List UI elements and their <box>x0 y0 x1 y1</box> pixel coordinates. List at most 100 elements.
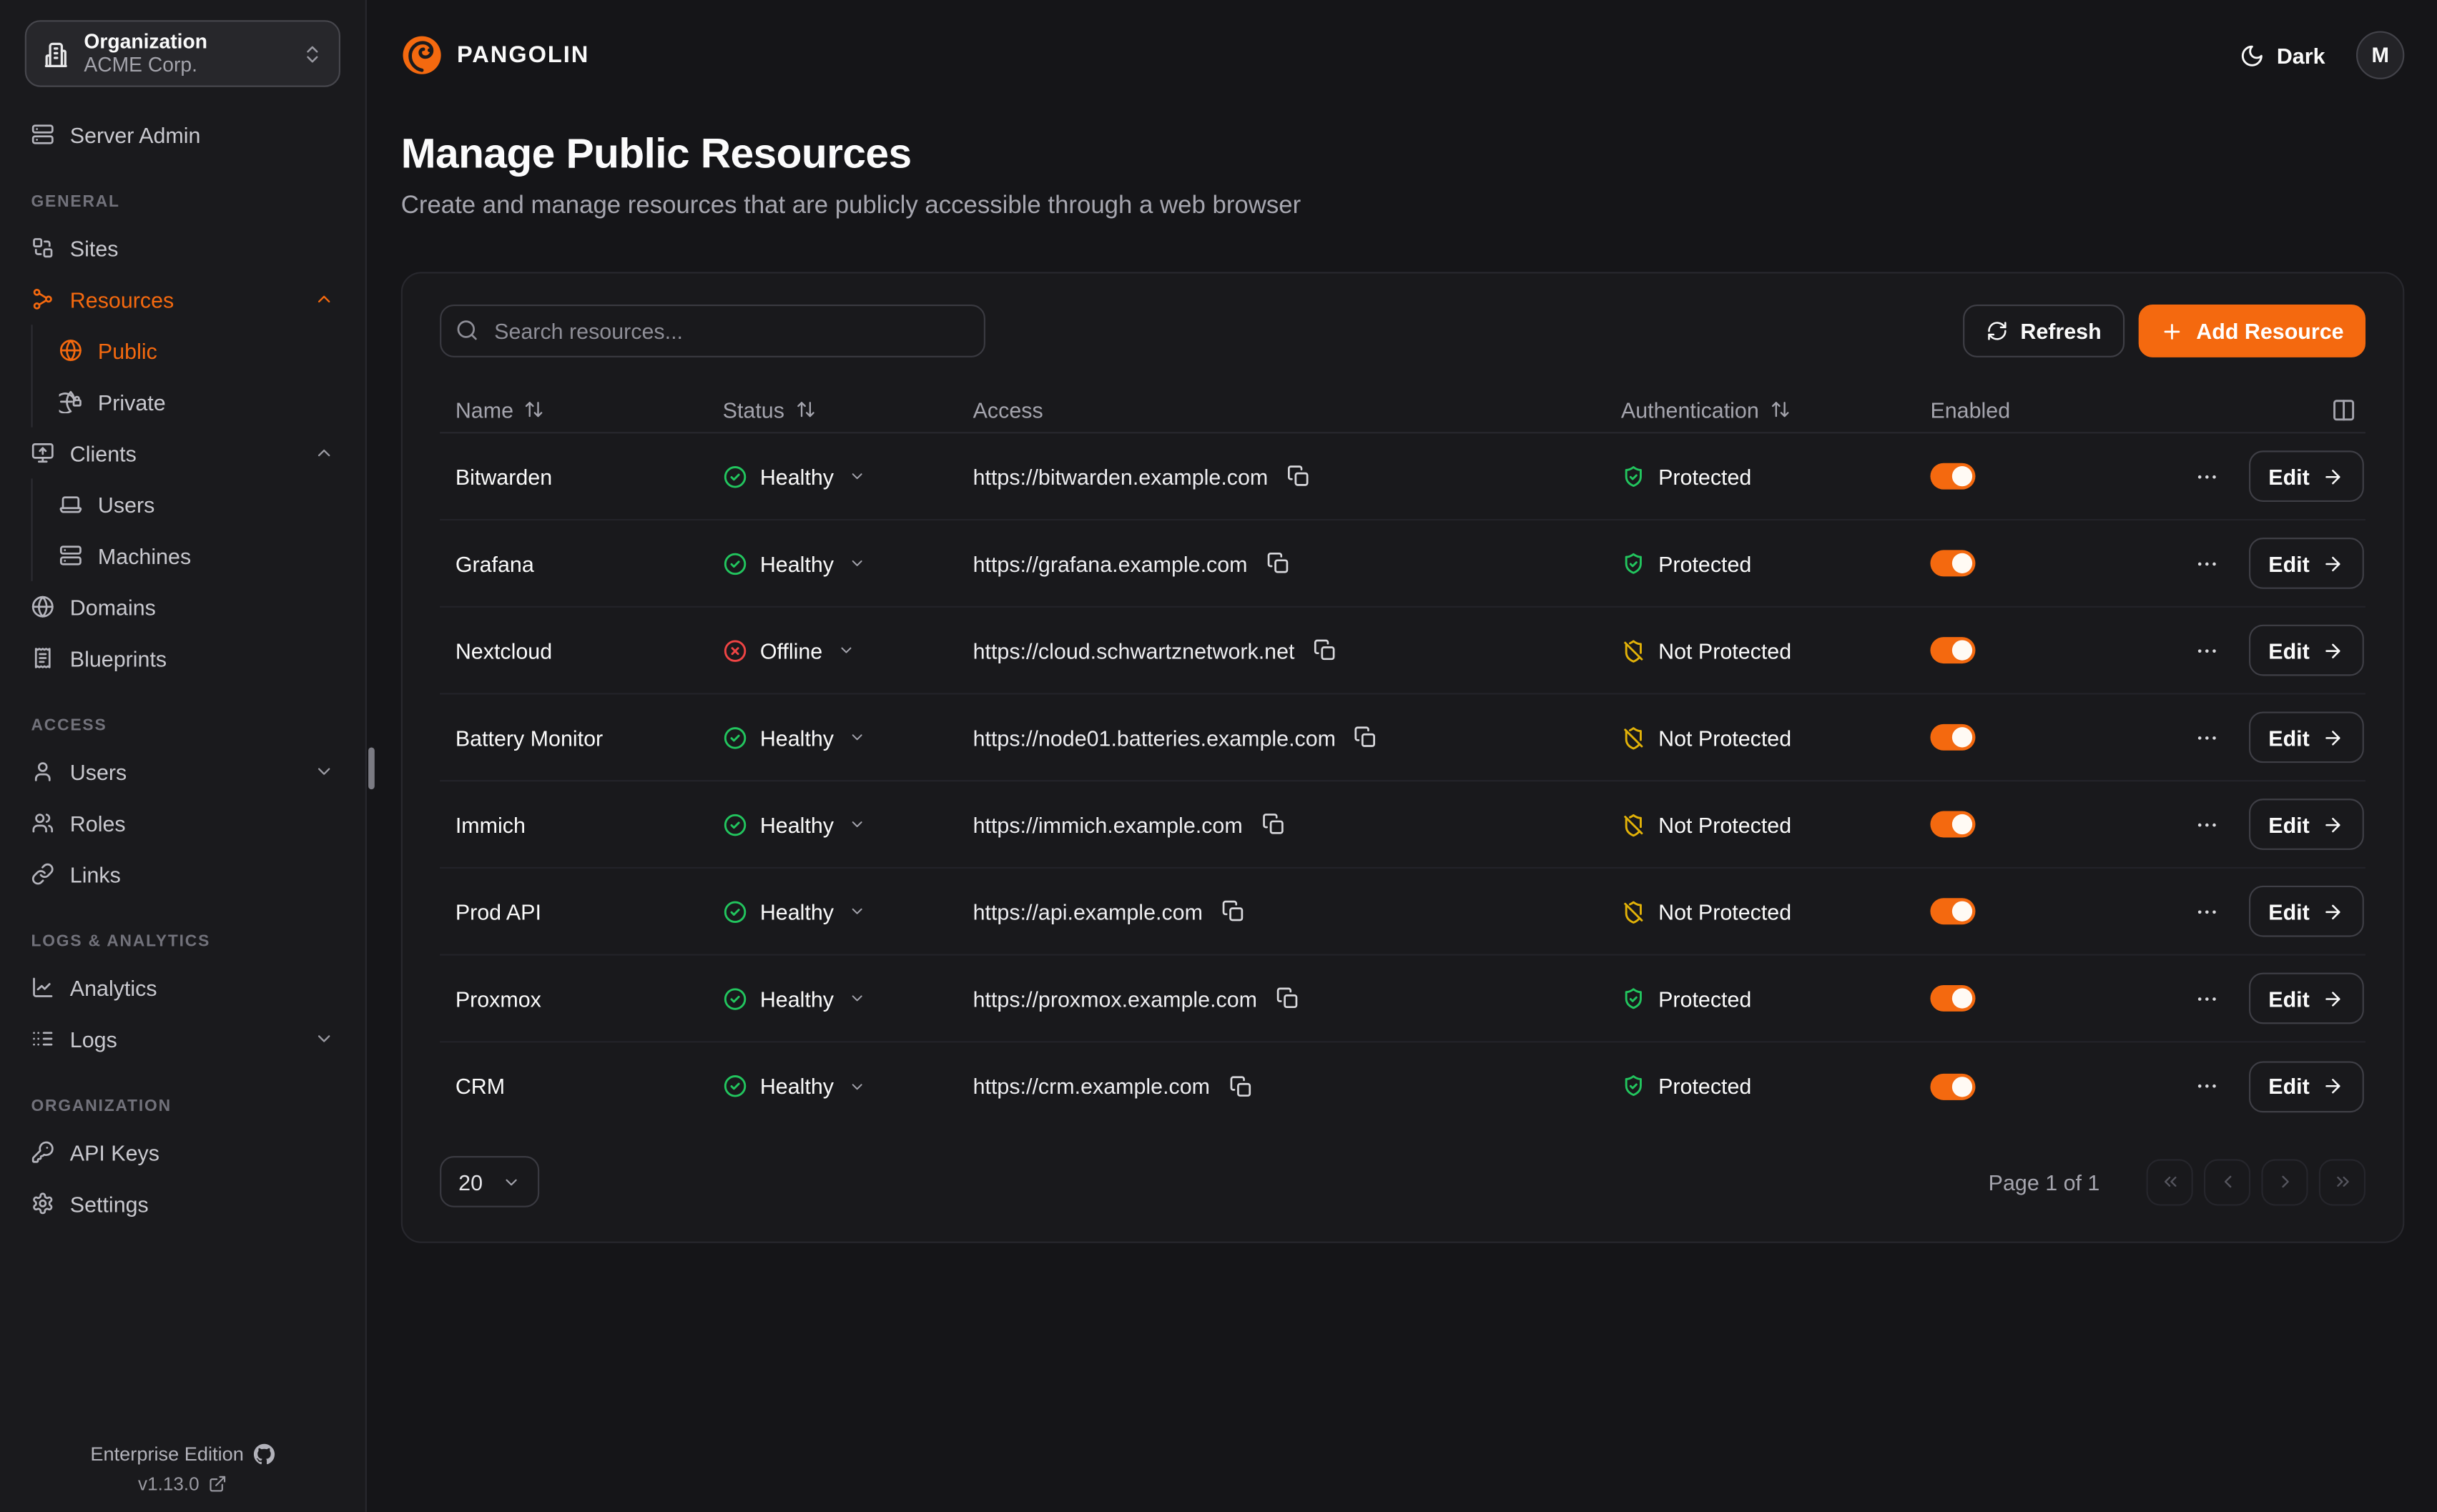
resource-name: Bitwarden <box>455 463 553 489</box>
status-label: Healthy <box>759 986 834 1011</box>
chevrons-left-icon <box>2163 1176 2176 1187</box>
chevron-down-icon <box>852 908 863 914</box>
sidebar-item-blueprints[interactable]: Blueprints <box>25 633 340 684</box>
status-dropdown[interactable]: Healthy <box>707 464 957 489</box>
sidebar-item-users[interactable]: Users <box>25 746 340 797</box>
sidebar-item-server-admin[interactable]: Server Admin <box>25 109 340 160</box>
version-link[interactable]: v1.13.0 <box>138 1473 227 1495</box>
edit-button[interactable]: Edit <box>2248 450 2364 503</box>
sidebar-item-domains[interactable]: Domains <box>25 581 340 633</box>
edit-button[interactable]: Edit <box>2248 711 2364 764</box>
sidebar-item-api-keys[interactable]: API Keys <box>25 1127 340 1178</box>
sidebar-item-private[interactable]: Private <box>59 376 340 428</box>
sidebar-item-machines[interactable]: Machines <box>59 530 340 581</box>
status-label: Healthy <box>759 899 834 924</box>
authentication-label: Not Protected <box>1658 899 1792 924</box>
status-dropdown[interactable]: Healthy <box>707 725 957 750</box>
row-menu-button[interactable] <box>2191 722 2222 753</box>
copy-url-button[interactable] <box>1258 809 1287 839</box>
edit-button[interactable]: Edit <box>2248 624 2364 676</box>
copy-url-button[interactable] <box>1284 462 1313 491</box>
first-page-button[interactable] <box>2146 1158 2193 1205</box>
sidebar-item-resources[interactable]: Resources <box>25 274 340 325</box>
brand-home-link[interactable]: PANGOLIN <box>401 34 590 76</box>
sort-icon <box>1771 402 1788 417</box>
edit-button[interactable]: Edit <box>2248 799 2364 850</box>
enabled-toggle[interactable] <box>1930 637 1976 664</box>
chevron-down-icon <box>852 821 863 828</box>
search-input[interactable] <box>440 304 985 357</box>
access-cell: https://node01.batteries.example.com <box>957 723 1605 752</box>
edit-button[interactable]: Edit <box>2248 1060 2364 1112</box>
row-menu-button[interactable] <box>2191 809 2222 839</box>
copy-url-button[interactable] <box>1310 636 1339 665</box>
edit-button[interactable]: Edit <box>2248 538 2364 589</box>
resource-url: https://bitwarden.example.com <box>973 463 1269 489</box>
enabled-toggle[interactable] <box>1930 723 1976 751</box>
shield-off-icon <box>1621 638 1646 663</box>
enabled-toggle[interactable] <box>1930 463 1976 490</box>
enabled-toggle[interactable] <box>1930 550 1976 577</box>
copy-url-button[interactable] <box>1273 984 1302 1013</box>
refresh-button[interactable]: Refresh <box>1962 304 2125 357</box>
status-dropdown[interactable]: Healthy <box>707 550 957 575</box>
sidebar-item-settings[interactable]: Settings <box>25 1177 340 1229</box>
status-label: Healthy <box>759 1073 834 1099</box>
sidebar-item-public[interactable]: Public <box>59 325 340 376</box>
copy-url-button[interactable] <box>1218 896 1248 926</box>
enabled-toggle[interactable] <box>1930 1072 1976 1100</box>
row-actions: Edit <box>2102 450 2365 503</box>
status-dropdown[interactable]: Healthy <box>707 986 957 1011</box>
row-menu-button[interactable] <box>2191 1071 2222 1102</box>
status-dropdown[interactable]: Offline <box>707 638 957 663</box>
table-header: Name Status Access Authentication <box>440 387 2366 434</box>
sidebar-item-links[interactable]: Links <box>25 849 340 900</box>
table-footer: 20 Page 1 of 1 <box>440 1156 2366 1207</box>
status-dropdown[interactable]: Healthy <box>707 812 957 836</box>
add-resource-button[interactable]: Add Resource <box>2138 304 2366 357</box>
sidebar-scrollbar[interactable] <box>368 747 375 790</box>
copy-url-button[interactable] <box>1352 723 1381 752</box>
page-size-select[interactable]: 20 <box>440 1156 540 1207</box>
enabled-toggle[interactable] <box>1930 898 1976 925</box>
sidebar-item-sites[interactable]: Sites <box>25 222 340 274</box>
enabled-toggle[interactable] <box>1930 811 1976 838</box>
enabled-cell <box>1915 984 2102 1012</box>
next-page-button[interactable] <box>2261 1158 2308 1205</box>
edit-button[interactable]: Edit <box>2248 885 2364 937</box>
edit-button[interactable]: Edit <box>2248 972 2364 1024</box>
sidebar-item-client-users[interactable]: Users <box>59 478 340 530</box>
last-page-button[interactable] <box>2318 1158 2366 1205</box>
copy-url-button[interactable] <box>1263 548 1292 578</box>
sidebar-item-logs[interactable]: Logs <box>25 1013 340 1064</box>
row-menu-button[interactable] <box>2191 548 2222 578</box>
status-dropdown[interactable]: Healthy <box>707 899 957 924</box>
github-icon[interactable] <box>253 1443 275 1465</box>
theme-label: Dark <box>2276 42 2325 68</box>
row-menu-button[interactable] <box>2191 983 2222 1014</box>
org-switcher[interactable]: Organization ACME Corp. <box>24 20 340 87</box>
clients-children: Users Machines <box>31 478 340 581</box>
status-dropdown[interactable]: Healthy <box>707 1074 957 1099</box>
row-actions: Edit <box>2102 972 2365 1024</box>
authentication-cell: Protected <box>1605 986 1915 1011</box>
prev-page-button[interactable] <box>2203 1158 2251 1205</box>
row-menu-button[interactable] <box>2191 896 2222 927</box>
column-header-authentication[interactable]: Authentication <box>1605 397 1915 422</box>
copy-url-button[interactable] <box>1226 1072 1255 1101</box>
column-visibility-button[interactable] <box>2328 394 2359 425</box>
row-menu-button[interactable] <box>2191 460 2222 491</box>
chevrons-up-down-icon <box>302 43 323 64</box>
sidebar-item-clients[interactable]: Clients <box>25 428 340 479</box>
shield-off-icon <box>1621 812 1646 837</box>
enabled-toggle[interactable] <box>1930 984 1976 1012</box>
sidebar-item-analytics[interactable]: Analytics <box>25 962 340 1013</box>
avatar[interactable]: M <box>2355 31 2405 79</box>
row-menu-button[interactable] <box>2191 635 2222 666</box>
section-label-access: ACCESS <box>31 716 107 736</box>
theme-toggle[interactable]: Dark <box>2240 43 2325 68</box>
sidebar-item-roles[interactable]: Roles <box>25 797 340 849</box>
column-header-status[interactable]: Status <box>707 397 957 422</box>
column-header-name[interactable]: Name <box>440 397 707 422</box>
